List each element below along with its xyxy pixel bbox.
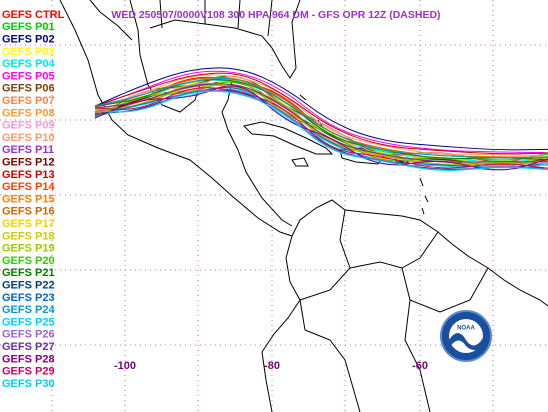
legend-entry: GEFS P27	[2, 341, 55, 353]
island	[291, 157, 309, 167]
legend-entry: GEFS P04	[2, 58, 55, 70]
legend-entry: GEFS P25	[2, 316, 55, 328]
legend-entry: GEFS P21	[2, 267, 55, 279]
legend-entry: GEFS P02	[2, 34, 55, 46]
legend-entry: GEFS P17	[2, 218, 55, 230]
legend-entry: GEFS P12	[2, 157, 55, 169]
legend-entry: GEFS P09	[2, 120, 55, 132]
contour-line	[94, 90, 548, 171]
logo-wave	[449, 333, 483, 350]
legend-entry: GEFS P29	[2, 366, 55, 378]
logo-text: NOAA	[457, 326, 475, 332]
contour-line	[94, 74, 548, 157]
legend-entry: GEFS P15	[2, 193, 55, 205]
coastline	[59, 0, 293, 237]
legend-entry: GEFS P03	[2, 46, 55, 58]
legend-entry: GEFS P05	[2, 70, 55, 82]
legend-entry: GEFS P01	[2, 21, 55, 33]
longitude-label: -60	[412, 360, 428, 372]
contour-line	[94, 70, 548, 154]
contour-line	[94, 78, 548, 159]
legend-entry: GEFS P22	[2, 280, 55, 292]
legend-entry: GEFS P20	[2, 255, 55, 267]
legend-entry: GEFS P18	[2, 230, 55, 242]
coastline	[261, 235, 301, 412]
contour-line	[94, 88, 548, 170]
coastline	[159, 0, 273, 37]
contour-lines	[94, 67, 548, 171]
legend-entry: GEFS P11	[2, 144, 54, 156]
island	[339, 147, 385, 165]
legend-entry: GEFS P07	[2, 95, 55, 107]
contour-line	[94, 82, 548, 166]
legend-entry: GEFS P26	[2, 329, 55, 341]
longitude-label: -80	[264, 360, 280, 372]
longitude-label: -100	[114, 360, 136, 372]
legend-entry: GEFS P28	[2, 353, 55, 365]
legend-entry: GEFS P30	[2, 378, 55, 390]
island	[243, 121, 334, 155]
legend-entry: GEFS P10	[2, 132, 55, 144]
legend-entry: GEFS P14	[2, 181, 55, 193]
coastline	[149, 0, 301, 79]
contour-line	[94, 85, 548, 171]
coastline	[129, 0, 293, 227]
legend-entry: GEFS P08	[2, 107, 55, 119]
logo-center	[449, 319, 483, 353]
border	[299, 209, 489, 412]
legend-entry: GEFS P24	[2, 304, 55, 316]
contour-line	[94, 87, 548, 169]
legend-entry: GEFS P06	[2, 83, 55, 95]
legend-entry: GEFS P23	[2, 292, 55, 304]
noaa-logo: NOAA	[440, 310, 492, 362]
map-title: WED 250507/0000V108 300 HPA 964 DM - GFS…	[111, 9, 440, 21]
legend-entry: GEFS P19	[2, 243, 55, 255]
coastline	[89, 0, 133, 41]
contour-line	[94, 67, 548, 151]
legend-entry: GEFS P13	[2, 169, 55, 181]
coastline	[291, 199, 548, 307]
contour-line	[94, 72, 548, 155]
legend-entry: GEFS P16	[2, 206, 55, 218]
legend-entry: GEFS CTRL	[2, 9, 65, 21]
